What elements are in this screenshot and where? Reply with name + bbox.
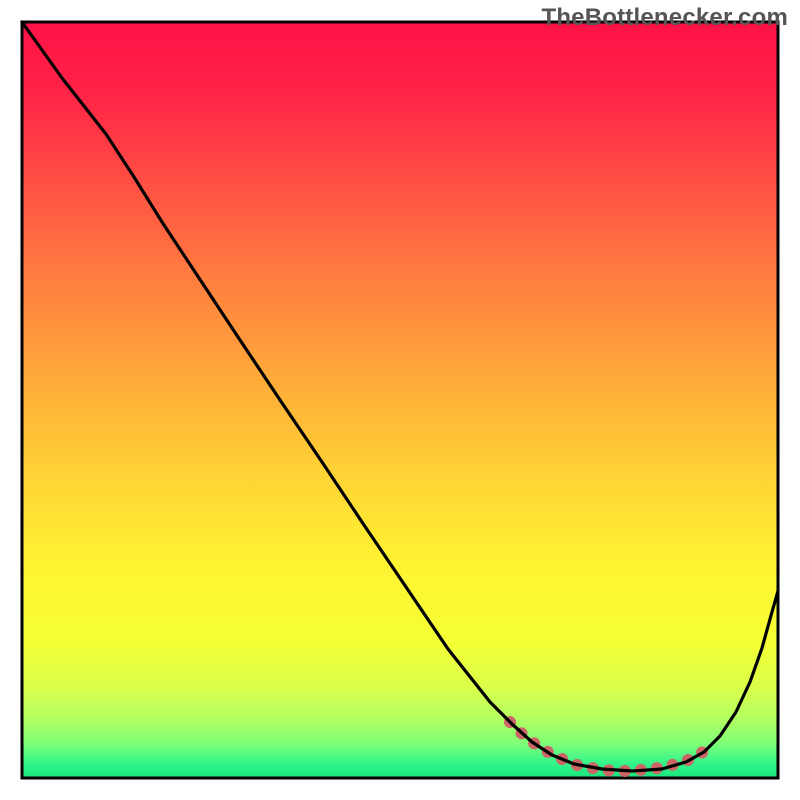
gradient-background bbox=[22, 22, 778, 778]
watermark-label: TheBottlenecker.com bbox=[541, 4, 788, 32]
bottleneck-chart bbox=[0, 0, 800, 800]
chart-canvas: TheBottlenecker.com bbox=[0, 0, 800, 800]
